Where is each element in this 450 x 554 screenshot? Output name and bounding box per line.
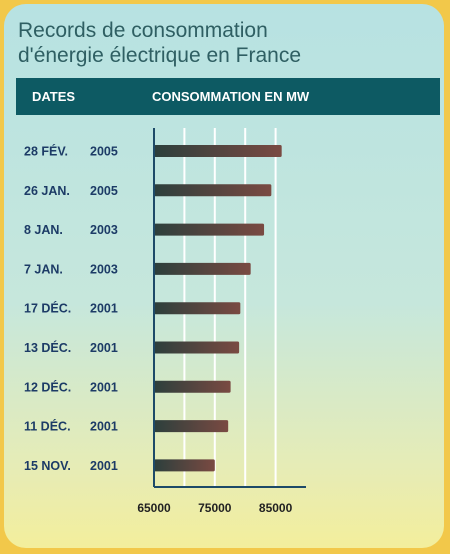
category-label-day: 28 FÉV. xyxy=(24,144,68,159)
bar xyxy=(154,380,231,393)
bar xyxy=(154,302,241,315)
bar xyxy=(154,420,229,433)
table-header: DATES CONSOMMATION EN MW xyxy=(16,78,440,115)
bar xyxy=(154,262,251,275)
category-label-day: 15 NOV. xyxy=(24,459,71,473)
title-line-1: Records de consommation xyxy=(18,19,268,42)
header-consumption: CONSOMMATION EN MW xyxy=(152,89,310,104)
category-label-day: 8 JAN. xyxy=(24,223,63,237)
category-labels: 28 FÉV. 2005 26 JAN. 2005 8 JAN. 2003 7 JAN. 20… xyxy=(24,144,118,473)
chart-title: Records de consommation d'énergie électr… xyxy=(18,18,438,68)
category-label-year: 2001 xyxy=(90,302,118,316)
category-label-day: 26 JAN. xyxy=(24,184,70,198)
bar xyxy=(154,145,282,157)
header-dates: DATES xyxy=(32,89,76,104)
category-label-year: 2001 xyxy=(90,459,118,473)
axes xyxy=(153,128,306,488)
bar xyxy=(154,223,265,236)
category-label-day: 17 DÉC. xyxy=(24,301,71,316)
bar xyxy=(154,184,272,197)
chart-card: Records de consommation d'énergie électr… xyxy=(4,4,444,548)
bars xyxy=(154,145,282,472)
category-label-year: 2005 xyxy=(90,184,118,198)
category-label-year: 2003 xyxy=(90,223,118,237)
x-tick-label: 85000 xyxy=(259,501,293,515)
bar xyxy=(154,341,240,354)
category-label-year: 2001 xyxy=(90,420,118,434)
bar xyxy=(154,459,215,472)
category-label-year: 2003 xyxy=(90,262,118,276)
category-label-year: 2001 xyxy=(90,341,118,355)
x-tick-label: 65000 xyxy=(137,501,171,515)
category-label-day: 12 DÉC. xyxy=(24,379,71,394)
category-label-day: 7 JAN. xyxy=(24,262,63,276)
title-line-2: d'énergie électrique en France xyxy=(18,44,302,67)
x-tick-label: 75000 xyxy=(198,501,232,515)
category-label-year: 2005 xyxy=(90,145,118,159)
tick-labels: 65000 75000 85000 xyxy=(137,501,292,515)
category-label-year: 2001 xyxy=(90,380,118,394)
category-label-day: 11 DÉC. xyxy=(24,419,71,434)
category-label-day: 13 DÉC. xyxy=(24,340,71,355)
